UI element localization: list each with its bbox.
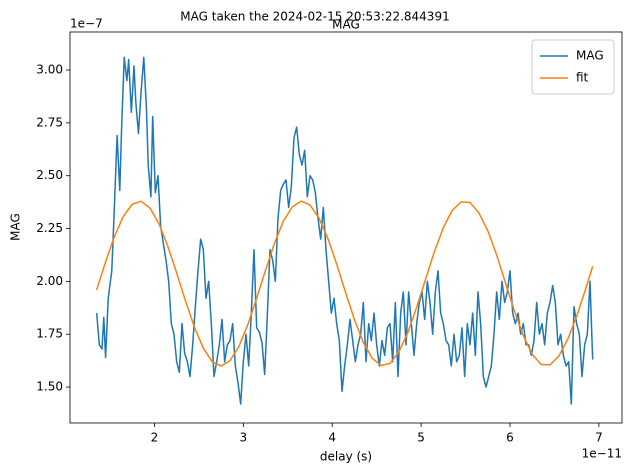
y-tick-label: 1.75 [36,327,63,341]
x-offset-label: 1e−11 [582,447,622,461]
axes-frame [69,31,623,424]
x-tick-label: 7 [595,431,603,445]
x-tick-label: 2 [151,431,159,445]
chart-suptitle: MAG taken the 2024-02-15 20:53:22.844391 [180,10,449,24]
y-axis-label: MAG [9,213,23,241]
x-tick-label: 5 [417,431,425,445]
y-tick-label: 2.50 [36,168,63,182]
x-tick-label: 6 [506,431,514,445]
axes-title: MAG [332,18,360,32]
y-tick-label: 2.25 [36,221,63,235]
x-tick-label: 3 [240,431,248,445]
x-axis-label: delay (s) [320,450,372,464]
x-tick-label: 4 [328,431,336,445]
legend-label: MAG [576,49,604,63]
y-tick-label: 1.50 [36,380,63,394]
series-line [95,56,594,405]
y-tick-label: 2.00 [36,274,63,288]
y-offset-label: 1e−7 [70,17,103,31]
y-tick-label: 2.75 [36,115,63,129]
legend-label: fit [576,71,589,85]
series-line [95,200,594,367]
legend-box [531,39,615,95]
y-tick-label: 3.00 [36,63,63,77]
